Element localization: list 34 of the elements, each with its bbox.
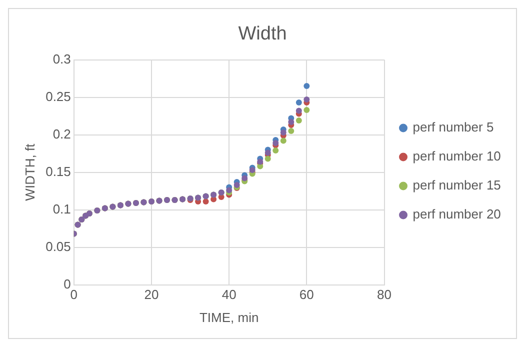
point [296, 108, 302, 114]
y-tick-label: 0.05 [46, 238, 71, 254]
x-tick-label: 60 [299, 287, 314, 302]
x-tick-label: 40 [222, 287, 236, 302]
legend-label: perf number 15 [412, 178, 501, 193]
point [242, 175, 248, 182]
chart-title: Width [238, 24, 287, 45]
point [304, 107, 310, 114]
point [202, 198, 209, 205]
y-tick-label: 0.15 [46, 164, 71, 179]
point [264, 150, 271, 156]
point [288, 119, 294, 126]
point [296, 118, 302, 124]
point [280, 138, 286, 144]
point [280, 130, 286, 136]
point [304, 96, 310, 103]
x-tick-label: 80 [377, 287, 392, 302]
legend-label: perf number 10 [412, 148, 501, 164]
y-tick-label: 0.2 [52, 126, 71, 142]
point [296, 100, 302, 106]
x-axis-title: TIME, min [199, 310, 259, 325]
y-axis-title: WIDTH, ft [22, 143, 38, 201]
point [226, 187, 232, 194]
y-tick-label: 0.1 [52, 201, 71, 216]
y-tick-label: 0 [64, 276, 71, 292]
y-tick-label: 0.25 [46, 88, 71, 104]
point [264, 156, 271, 162]
x-tick-label: 20 [144, 287, 159, 302]
legend-label: perf number 20 [412, 206, 501, 222]
point [288, 128, 294, 134]
point [304, 83, 310, 90]
point [272, 148, 279, 154]
y-tick-label: 0.3 [52, 51, 71, 66]
legend-label: perf number 5 [412, 120, 494, 135]
